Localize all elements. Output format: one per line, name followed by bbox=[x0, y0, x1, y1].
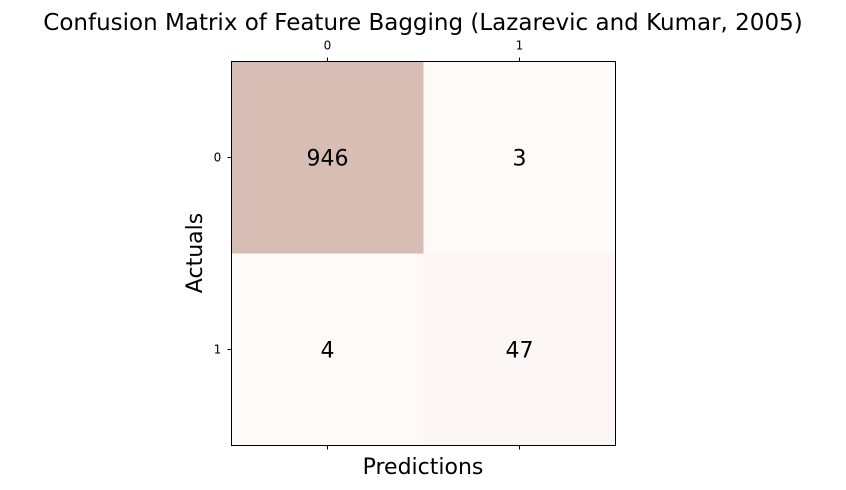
cell-value-0-1: 3 bbox=[513, 147, 527, 172]
x-axis-label: Predictions bbox=[363, 455, 484, 480]
heatmap-cell-1-1 bbox=[423, 253, 616, 446]
heatmap-cells bbox=[231, 61, 616, 446]
x-tick-label-0: 0 bbox=[324, 39, 332, 53]
x-tick-label-1: 1 bbox=[516, 39, 524, 53]
heatmap-cell-0-0 bbox=[231, 61, 424, 254]
y-tick-label-0: 0 bbox=[214, 151, 222, 165]
cell-value-0-0: 946 bbox=[307, 147, 349, 172]
y-tick-label-1: 1 bbox=[214, 343, 222, 357]
cell-value-labels: 946 3 4 47 bbox=[307, 147, 534, 364]
heatmap-cell-0-1 bbox=[423, 61, 616, 254]
chart-title: Confusion Matrix of Feature Bagging (Laz… bbox=[43, 10, 802, 36]
heatmap-cell-1-0 bbox=[231, 253, 424, 446]
y-axis-label: Actuals bbox=[183, 213, 208, 293]
plot-frame bbox=[231, 61, 616, 446]
cell-value-1-1: 47 bbox=[506, 339, 534, 364]
axis-ticks: 0 1 0 1 bbox=[214, 39, 524, 450]
cell-value-1-0: 4 bbox=[321, 339, 335, 364]
